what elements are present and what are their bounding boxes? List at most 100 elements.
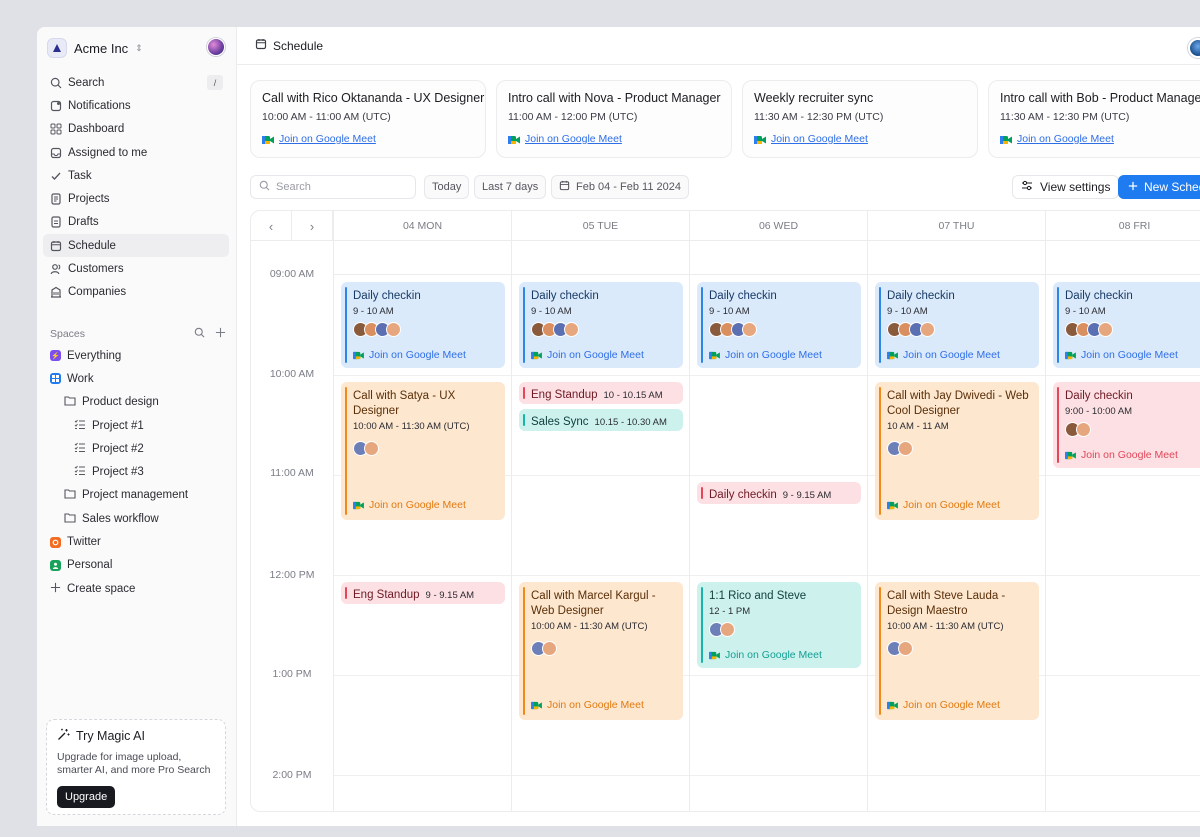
space-twitter[interactable]: Twitter xyxy=(43,530,229,553)
meet-link-label: Join on Google Meet xyxy=(725,349,822,361)
meet-link[interactable]: Join on Google Meet xyxy=(1065,349,1178,361)
meet-link[interactable]: Join on Google Meet xyxy=(531,349,644,361)
meet-link[interactable]: Join on Google Meet xyxy=(1065,449,1178,461)
folder-icon xyxy=(64,512,76,526)
sidebar-item-schedule[interactable]: Schedule xyxy=(43,234,229,258)
space-work[interactable]: Work xyxy=(43,367,229,390)
event-time: 10.15 - 10.30 AM xyxy=(594,416,667,428)
today-button[interactable]: Today xyxy=(424,175,470,199)
avatar[interactable] xyxy=(1188,38,1200,58)
view-settings-button[interactable]: View settings xyxy=(1012,175,1120,199)
meet-link[interactable]: Join on Google Meet xyxy=(887,349,1000,361)
event-call-marcel[interactable]: Call with Marcel Kargul - Web Designer 1… xyxy=(519,582,683,720)
event-daily-checkin[interactable]: Daily checkin 9 - 10 AM Join on Google M… xyxy=(519,282,683,368)
plus-icon[interactable] xyxy=(215,327,226,341)
date-range-picker[interactable]: Feb 04 - Feb 11 2024 xyxy=(551,175,689,199)
meet-link[interactable]: Join on Google Meet xyxy=(887,699,1000,711)
space-project-3[interactable]: Project #3 xyxy=(43,460,229,483)
sidebar-item-notifications[interactable]: Notifications xyxy=(43,94,229,117)
meet-link[interactable]: Join on Google Meet xyxy=(531,699,644,711)
sidebar-item-search[interactable]: Search / xyxy=(43,71,229,94)
event-title: Daily checkin xyxy=(887,290,955,302)
new-schedule-button[interactable]: New Schedule xyxy=(1118,175,1200,199)
meeting-card[interactable]: Intro call with Nova - Product Manager 1… xyxy=(496,80,732,158)
meet-link-label: Join on Google Meet xyxy=(771,133,868,145)
event-rico-steve[interactable]: 1:1 Rico and Steve 12 - 1 PM Join on Goo… xyxy=(697,582,861,668)
event-daily-checkin[interactable]: Daily checkin 9 - 10 AM Join on Google M… xyxy=(1053,282,1200,368)
event-time: 10 AM - 11 AM xyxy=(887,421,949,432)
meet-link[interactable]: Join on Google Meet xyxy=(709,349,822,361)
search-input[interactable]: Search xyxy=(250,175,416,199)
avatar xyxy=(742,322,757,337)
event-daily-checkin[interactable]: Daily checkin 9 - 10 AM Join on Google M… xyxy=(341,282,505,368)
space-project-1[interactable]: Project #1 xyxy=(43,414,229,437)
space-personal[interactable]: Personal xyxy=(43,554,229,577)
header: Schedule xyxy=(237,27,1200,65)
sidebar-item-task[interactable]: Task xyxy=(43,164,229,187)
meeting-card[interactable]: Weekly recruiter sync 11:30 AM - 12:30 P… xyxy=(742,80,978,158)
create-space-button[interactable]: Create space xyxy=(43,577,229,600)
space-sales-workflow[interactable]: Sales workflow xyxy=(43,507,229,530)
event-call-satya[interactable]: Call with Satya - UX Designer 10:00 AM -… xyxy=(341,382,505,520)
meet-link[interactable]: Join on Google Meet xyxy=(1000,133,1200,145)
meet-link[interactable]: Join on Google Meet xyxy=(709,649,822,661)
meet-link[interactable]: Join on Google Meet xyxy=(262,133,474,145)
meeting-card[interactable]: Call with Rico Oktananda - UX Designer 1… xyxy=(250,80,486,158)
inbox-icon xyxy=(50,147,62,159)
meet-link-label: Join on Google Meet xyxy=(525,133,622,145)
meet-link[interactable]: Join on Google Meet xyxy=(887,499,1000,511)
event-title: Sales Sync xyxy=(531,415,589,428)
space-project-2[interactable]: Project #2 xyxy=(43,437,229,460)
sidebar-item-projects[interactable]: Projects xyxy=(43,187,229,210)
space-label: Twitter xyxy=(67,536,101,549)
sidebar-item-customers[interactable]: Customers xyxy=(43,257,229,280)
sidebar-item-dashboard[interactable]: Dashboard xyxy=(43,118,229,141)
all-day-row xyxy=(333,241,1200,275)
avatar xyxy=(920,322,935,337)
hour-line xyxy=(333,375,1200,376)
meet-link[interactable]: Join on Google Meet xyxy=(353,349,466,361)
meet-link-label: Join on Google Meet xyxy=(725,649,822,661)
chevron-updown-icon: ⇕ xyxy=(135,42,143,53)
date-range-label: Feb 04 - Feb 11 2024 xyxy=(576,181,681,193)
event-daily-checkin[interactable]: Daily checkin 9:00 - 10:00 AM Join on Go… xyxy=(1053,382,1200,468)
view-settings-label: View settings xyxy=(1040,180,1111,194)
meet-link[interactable]: Join on Google Meet xyxy=(353,499,466,511)
space-product-design[interactable]: Product design xyxy=(43,391,229,414)
search-icon[interactable] xyxy=(194,327,205,341)
meet-link[interactable]: Join on Google Meet xyxy=(508,133,720,145)
week-calendar: ‹ › 04 MON 05 TUE 06 WED 07 THU 08 FRI 0… xyxy=(250,210,1200,812)
sidebar-item-companies[interactable]: Companies xyxy=(43,281,229,304)
workspace-switcher[interactable]: Acme Inc ⇕ xyxy=(47,37,143,59)
last-7-days-button[interactable]: Last 7 days xyxy=(474,175,547,199)
event-eng-standup[interactable]: Eng Standup 10 - 10.15 AM xyxy=(519,382,683,404)
event-daily-checkin[interactable]: Daily checkin 9 - 9.15 AM xyxy=(697,482,861,504)
google-meet-icon xyxy=(1065,351,1076,360)
event-eng-standup[interactable]: Eng Standup 9 - 9.15 AM xyxy=(341,582,505,604)
user-avatar[interactable] xyxy=(207,38,225,56)
meet-link[interactable]: Join on Google Meet xyxy=(754,133,966,145)
sidebar-item-assigned[interactable]: Assigned to me xyxy=(43,141,229,164)
upgrade-button[interactable]: Upgrade xyxy=(57,786,116,808)
event-time: 9:00 - 10:00 AM xyxy=(1065,406,1133,417)
attendee-avatars xyxy=(887,441,1031,458)
event-daily-checkin[interactable]: Daily checkin 9 - 10 AM Join on Google M… xyxy=(697,282,861,368)
sidebar-item-drafts[interactable]: Drafts xyxy=(43,211,229,234)
bolt-icon: ⚡ xyxy=(50,350,61,362)
chevron-left-icon[interactable]: ‹ xyxy=(251,211,292,241)
event-call-jay[interactable]: Call with Jay Dwivedi - Web Cool Designe… xyxy=(875,382,1039,520)
chevron-right-icon[interactable]: › xyxy=(292,211,333,241)
day-header-fri: 08 FRI xyxy=(1045,211,1200,241)
meeting-card[interactable]: Intro call with Bob - Product Manager 11… xyxy=(988,80,1200,158)
search-icon xyxy=(259,180,270,194)
google-meet-icon xyxy=(531,351,542,360)
event-title: Daily checkin xyxy=(709,488,777,501)
event-sales-sync[interactable]: Sales Sync 10.15 - 10.30 AM xyxy=(519,409,683,431)
space-everything[interactable]: ⚡ Everything xyxy=(43,344,229,367)
event-call-steve[interactable]: Call with Steve Lauda - Design Maestro 1… xyxy=(875,582,1039,720)
event-time: 9 - 10 AM xyxy=(709,306,750,317)
event-time: 10:00 AM - 11:30 AM (UTC) xyxy=(353,421,470,432)
space-project-management[interactable]: Project management xyxy=(43,484,229,507)
event-daily-checkin[interactable]: Daily checkin 9 - 10 AM Join on Google M… xyxy=(875,282,1039,368)
google-meet-icon xyxy=(353,351,364,360)
